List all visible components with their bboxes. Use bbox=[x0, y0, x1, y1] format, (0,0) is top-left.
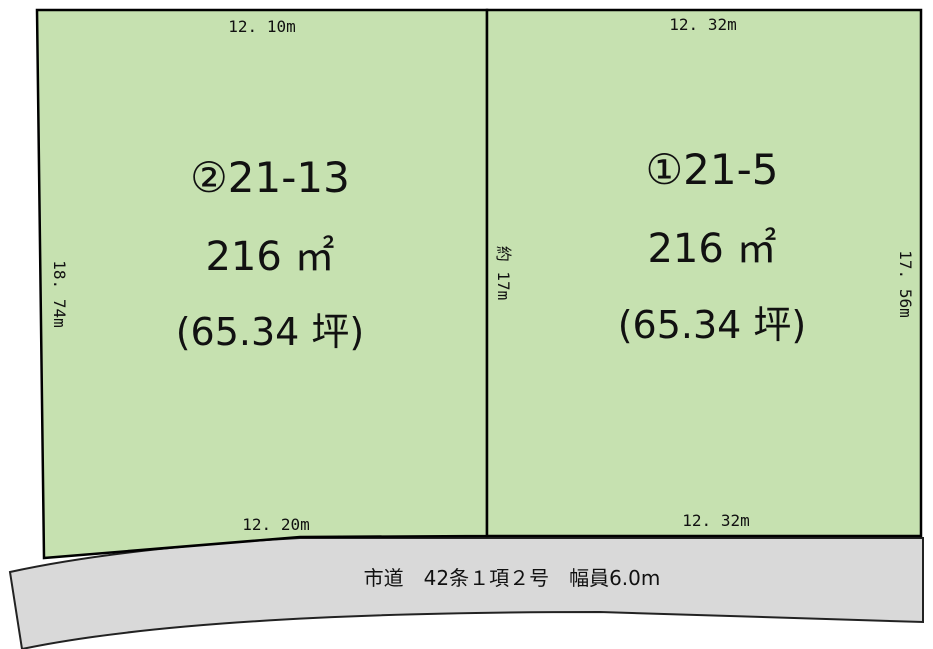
lot-2-bottom-dimension: 12. 20m bbox=[242, 515, 309, 534]
lot-2-side-dimension: 18. 74m bbox=[50, 260, 69, 327]
shared-boundary-dimension: 約 17m bbox=[494, 246, 513, 301]
lot-2-parcel bbox=[35, 8, 489, 560]
lot-1-side-dimension: 17. 56m bbox=[896, 250, 915, 317]
lot-2-area: 216 ㎡ bbox=[205, 234, 334, 280]
lot-2-number: ②21-13 bbox=[190, 153, 350, 202]
road bbox=[8, 537, 924, 649]
road-label: 市道 42条１項２号 幅員6.0m bbox=[364, 566, 661, 590]
lot-1-bottom-dimension: 12. 32m bbox=[682, 511, 749, 530]
lot-1-top-dimension: 12. 32m bbox=[669, 15, 736, 34]
lot-1-tsubo: (65.34 坪) bbox=[618, 303, 807, 347]
lot-1-area: 216 ㎡ bbox=[647, 226, 776, 272]
lot-1-number: ①21-5 bbox=[646, 145, 779, 194]
lot-2-top-dimension: 12. 10m bbox=[228, 17, 295, 36]
lot-1-parcel bbox=[485, 8, 923, 538]
lot-2-tsubo: (65.34 坪) bbox=[176, 310, 365, 354]
